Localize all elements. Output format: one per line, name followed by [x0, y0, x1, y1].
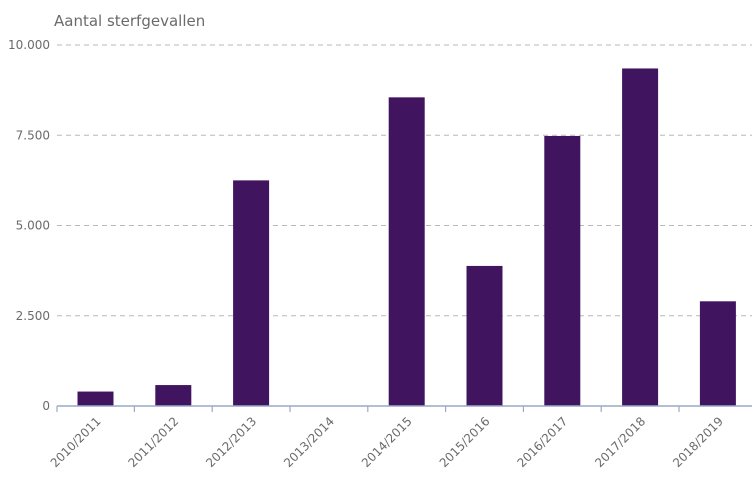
- x-tick-label: 2013/2014: [281, 414, 337, 470]
- y-axis-title: Aantal sterfgevallen: [54, 12, 205, 30]
- bar: [699, 301, 736, 406]
- x-tick-label: 2016/2017: [514, 414, 570, 470]
- x-tick-labels: 2010/2011 2011/2012 2012/2013 2013/2014 2014…: [48, 406, 726, 470]
- x-tick-label: 2014/2015: [359, 414, 415, 470]
- y-tick-label: 0: [42, 399, 50, 413]
- y-tick-label: 7.500: [16, 128, 50, 142]
- bar: [466, 265, 503, 406]
- y-tick-label: 2.500: [16, 309, 50, 323]
- x-tick-label: 2011/2012: [125, 414, 181, 470]
- bar: [544, 135, 581, 407]
- x-tick-label: 2012/2013: [203, 414, 259, 470]
- y-tick-label: 5.000: [16, 219, 50, 233]
- bars: [77, 68, 736, 407]
- y-tick-label: 10.000: [8, 38, 50, 52]
- x-tick-label: 2017/2018: [592, 414, 648, 470]
- x-tick-label: 2018/2019: [670, 414, 726, 470]
- bar: [233, 180, 270, 406]
- x-tick-label: 2010/2011: [48, 414, 104, 470]
- bar: [155, 385, 192, 406]
- bar: [622, 68, 659, 406]
- bar: [388, 97, 425, 406]
- y-tick-labels: 0 2.500 5.000 7.500 10.000: [8, 38, 50, 413]
- bar: [77, 391, 114, 406]
- x-tick-label: 2015/2016: [437, 414, 493, 470]
